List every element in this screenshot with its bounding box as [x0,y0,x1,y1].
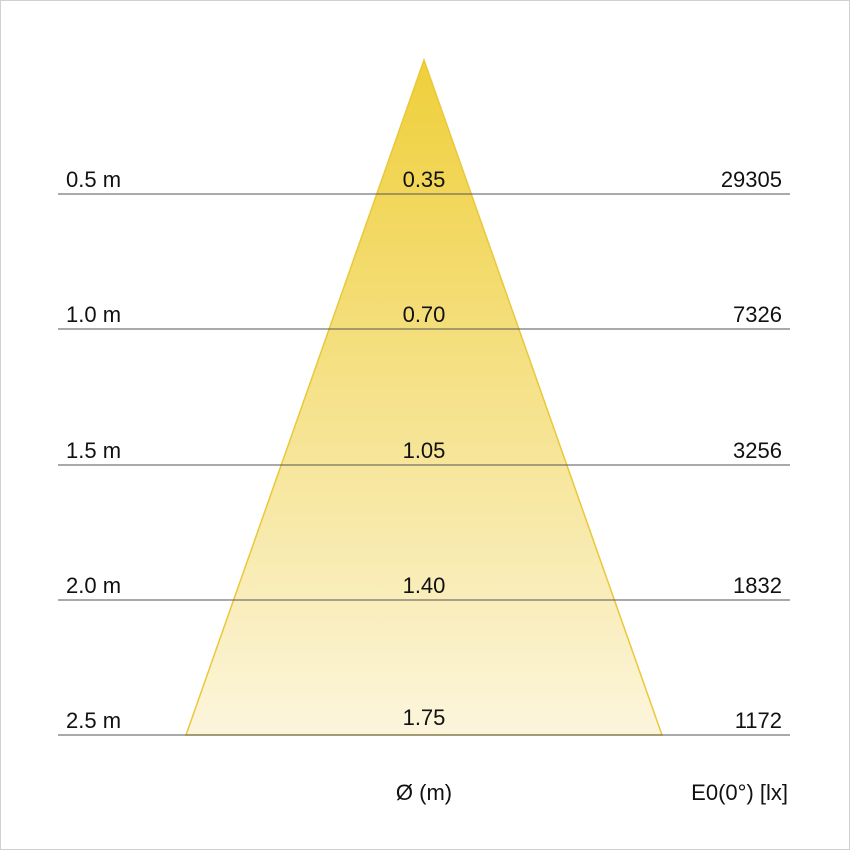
diameter-label: 1.05 [403,438,446,463]
diameter-axis-label: Ø (m) [396,780,452,805]
diameter-label: 1.40 [403,573,446,598]
illuminance-label: 1832 [733,573,782,598]
illuminance-label: 3256 [733,438,782,463]
illuminance-label: 29305 [721,167,782,192]
distance-label: 1.5 m [66,438,121,463]
illuminance-axis-label: E0(0°) [lx] [691,780,788,805]
diameter-label: 0.35 [403,167,446,192]
distance-label: 2.5 m [66,708,121,733]
illuminance-label: 1172 [735,708,782,733]
distance-label: 2.0 m [66,573,121,598]
diameter-label: 0.70 [403,302,446,327]
distance-label: 0.5 m [66,167,121,192]
diameter-label: 1.75 [403,705,446,730]
illuminance-label: 7326 [733,302,782,327]
distance-label: 1.0 m [66,302,121,327]
